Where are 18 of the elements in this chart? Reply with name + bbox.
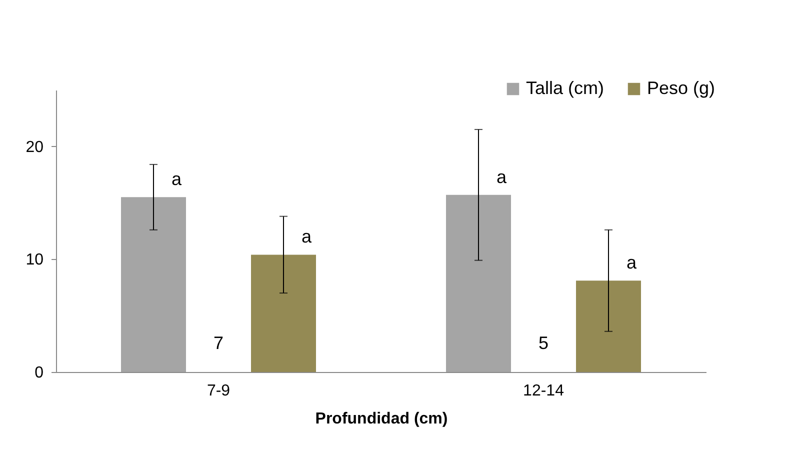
data-label: a <box>496 166 508 187</box>
x-axis-title: Profundidad (cm) <box>315 410 448 428</box>
annotation: 7 <box>213 332 224 353</box>
bar <box>576 280 641 372</box>
bar <box>446 194 511 372</box>
x-tick-label: 7-9 <box>206 382 230 400</box>
data-label: a <box>302 226 312 247</box>
data-label: a <box>626 252 638 273</box>
legend-label: Peso (g) <box>647 78 716 98</box>
annotation: 5 <box>538 332 549 353</box>
bar <box>121 197 186 372</box>
y-tick-label: 0 <box>34 364 44 382</box>
data-label: a <box>172 169 182 190</box>
legend-label: Talla (cm) <box>526 78 604 98</box>
x-tick-label: 12-14 <box>523 382 564 400</box>
y-tick-label: 20 <box>26 138 44 156</box>
y-tick-label: 10 <box>26 252 44 269</box>
bar <box>251 254 316 372</box>
